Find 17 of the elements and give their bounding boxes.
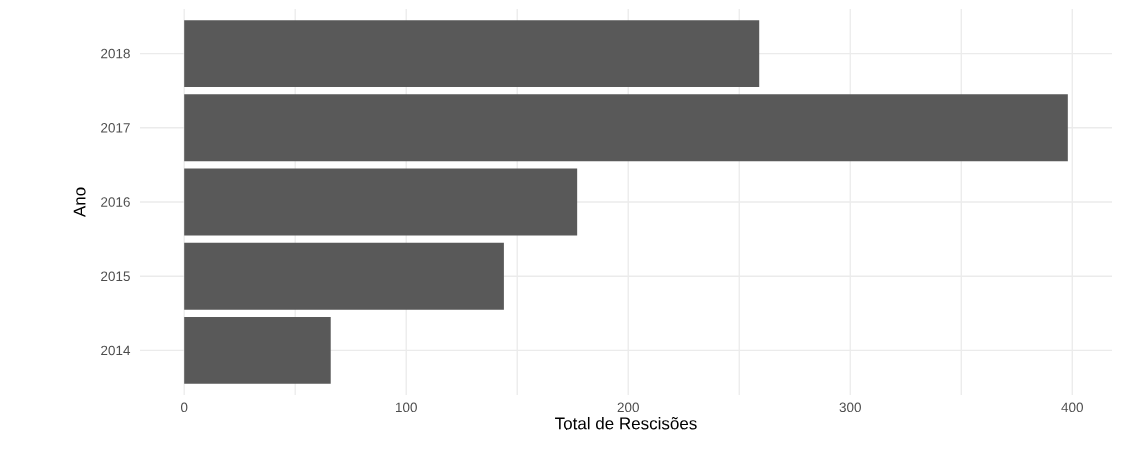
y-tick-label: 2018 xyxy=(101,48,130,59)
y-tick-label: 2014 xyxy=(101,345,131,356)
x-tick-label: 100 xyxy=(395,402,417,413)
bar xyxy=(184,94,1068,162)
bar xyxy=(184,242,504,310)
x-tick-label: 200 xyxy=(617,402,639,413)
y-axis-title: Ano xyxy=(73,187,86,218)
y-tick-label: 2016 xyxy=(101,197,130,207)
bar xyxy=(184,317,331,384)
y-tick-label: 2015 xyxy=(101,271,130,282)
x-tick-label: 400 xyxy=(1061,402,1083,413)
x-tick-label: 300 xyxy=(839,402,861,413)
x-tick-label: 0 xyxy=(180,402,188,413)
x-axis-title: Total de Rescisões xyxy=(555,416,697,430)
bar xyxy=(184,168,578,236)
y-tick-label: 2017 xyxy=(101,123,130,133)
bar xyxy=(184,20,760,87)
